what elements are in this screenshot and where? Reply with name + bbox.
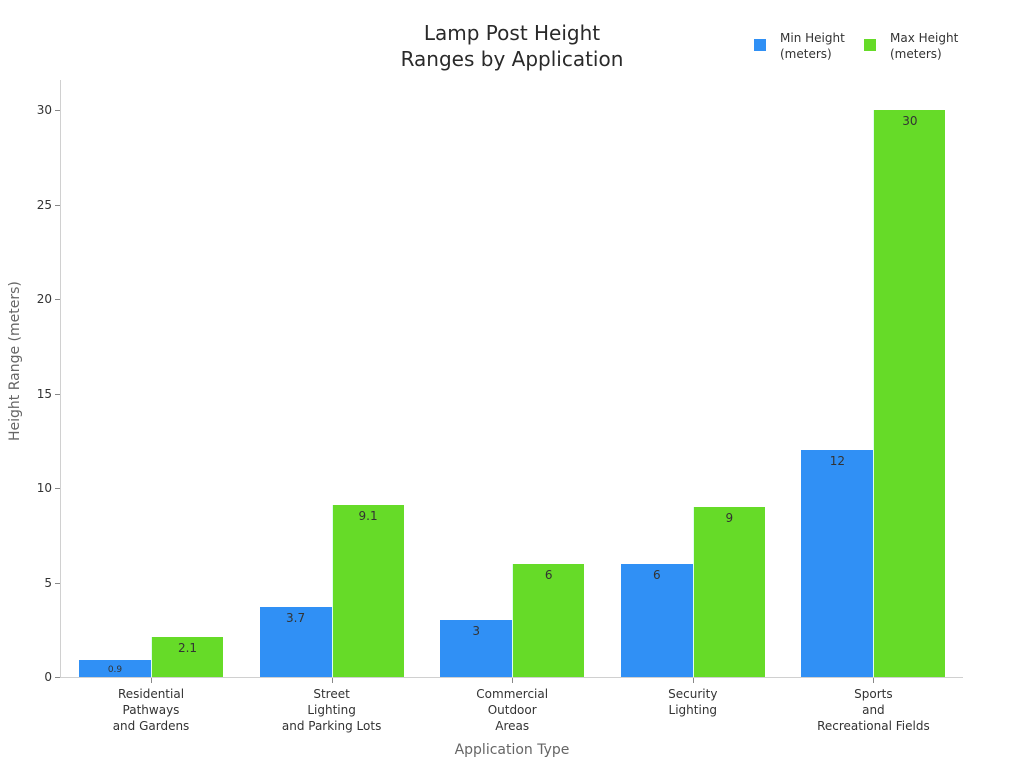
bar-value-label: 9 [725, 510, 734, 525]
x-tick [692, 678, 694, 683]
x-tick-label: Security Lighting [668, 687, 718, 717]
bar-max-3[interactable]: 9 [692, 506, 765, 677]
bar-value-label: 6 [652, 567, 661, 582]
legend-item-min[interactable]: Min Height (meters) [754, 30, 864, 62]
bar-max-4[interactable]: 30 [873, 110, 946, 677]
y-tick-label: 25 [36, 197, 52, 212]
bar-value-label: 30 [902, 114, 918, 128]
y-tick [55, 677, 60, 678]
bar-value-label: 12 [829, 454, 846, 469]
plot-area: 0 5 10 15 20 25 30 0.9 2.1 Residential Pathways a… [37, 80, 963, 733]
y-tick-label: 0 [44, 670, 52, 684]
bar-value-label: 2.1 [177, 641, 198, 656]
y-axis-line [60, 80, 61, 677]
y-tick [55, 204, 60, 206]
x-tick-label: Street Lighting and Parking Lots [281, 687, 382, 733]
bar-value-label: 3 [472, 624, 480, 639]
y-tick-label: 10 [36, 481, 52, 495]
legend: Min Height (meters) Max Height (meters) [754, 30, 958, 62]
chart-title-line-2: Ranges by Application [400, 47, 624, 71]
chart-title: Lamp Post Height Ranges by Application [362, 20, 662, 72]
bar-min-1[interactable]: 3.7 [259, 607, 332, 677]
bar-max-2[interactable]: 6 [512, 563, 585, 677]
y-tick-label: 20 [36, 292, 52, 306]
legend-label-min-line1: Min Height [780, 31, 845, 45]
x-tick [331, 678, 333, 683]
x-tick [873, 678, 875, 683]
legend-item-max[interactable]: Max Height (meters) [864, 30, 958, 62]
y-tick-label: 15 [36, 386, 52, 401]
x-tick-label: Sports and Recreational Fields [817, 687, 930, 733]
bar-value-label: 9.1 [358, 509, 378, 523]
legend-swatch-max [864, 39, 876, 51]
y-tick [55, 393, 60, 395]
x-tick [151, 678, 152, 683]
y-tick [55, 299, 60, 300]
x-tick-label: Residential Pathways and Gardens [112, 687, 190, 733]
bar-max-0[interactable]: 2.1 [151, 637, 223, 677]
bar-value-label: 3.7 [286, 611, 306, 626]
legend-label-min-line2: (meters) [780, 47, 832, 61]
x-axis-line [60, 677, 963, 678]
legend-label-max-line1: Max Height [890, 31, 959, 45]
y-tick [55, 110, 60, 111]
y-tick-label: 30 [36, 103, 52, 117]
y-tick [55, 582, 60, 584]
legend-swatch-min [754, 39, 766, 51]
x-tick [512, 678, 514, 683]
chart-title-line-1: Lamp Post Height [423, 21, 601, 45]
y-tick-label: 5 [44, 575, 52, 590]
bar-min-0[interactable]: 0.9 [79, 659, 151, 677]
bar-min-2[interactable]: 3 [440, 620, 513, 677]
legend-label-max-line2: (meters) [890, 47, 942, 61]
bar-value-label: 0.9 [107, 664, 123, 675]
bar-min-3[interactable]: 6 [620, 563, 693, 677]
x-tick-label: Commercial Outdoor Areas [476, 687, 549, 733]
x-axis-label: Application Type [454, 742, 570, 758]
y-tick [55, 488, 60, 489]
bar-min-4[interactable]: 12 [801, 450, 874, 677]
y-axis-label: Height Range (meters) [7, 281, 23, 441]
bar-max-1[interactable]: 9.1 [331, 505, 404, 677]
bar-value-label: 6 [544, 567, 553, 582]
